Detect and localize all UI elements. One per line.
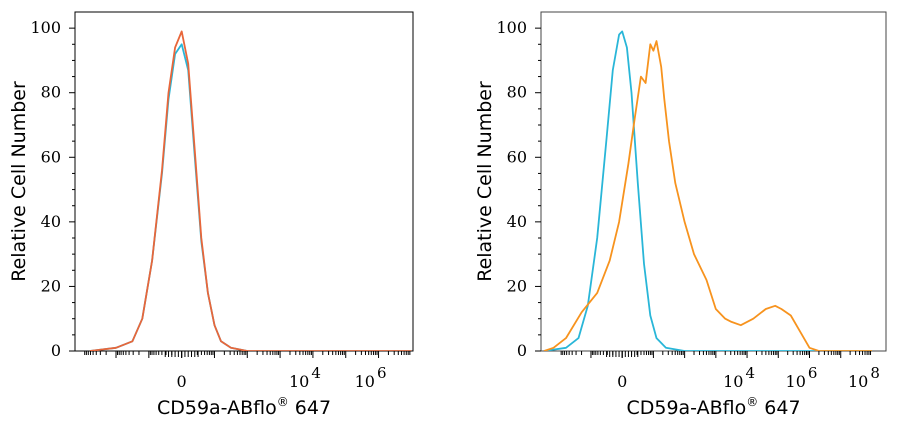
x-tick-exponent: 8 xyxy=(870,364,880,382)
x-axis-title: CD59a-ABflo® 647 xyxy=(626,395,800,419)
y-tick-label: 60 xyxy=(507,147,527,166)
x-axis-title-main: CD59a-ABflo xyxy=(626,397,746,419)
series-line-1 xyxy=(543,30,872,351)
y-tick-label: 60 xyxy=(41,147,61,166)
series-line-1 xyxy=(89,43,412,351)
y-tick-label: 100 xyxy=(30,18,61,37)
x-tick-label: 0 xyxy=(617,372,627,391)
y-tick-label: 40 xyxy=(41,212,61,231)
x-tick-exponent: 6 xyxy=(808,364,818,382)
y-tick-label: 40 xyxy=(507,212,527,231)
y-tick-label: 20 xyxy=(41,276,61,295)
series-line-2 xyxy=(543,40,872,351)
x-tick-label: 0 xyxy=(177,372,187,391)
y-tick-label: 20 xyxy=(507,276,527,295)
x-axis-title-registered: ® xyxy=(277,395,289,409)
x-tick-label: 10 6 xyxy=(355,364,387,391)
y-tick-label: 80 xyxy=(41,83,61,102)
x-axis-title-tail: 647 xyxy=(758,397,800,419)
x-tick-exponent: 6 xyxy=(377,364,387,382)
x-tick-label: 10 4 xyxy=(723,364,755,391)
x-tick-base: 10 xyxy=(289,372,309,391)
y-tick-label: 100 xyxy=(496,18,527,37)
series-line-2 xyxy=(89,30,412,351)
x-tick-label: 10 4 xyxy=(289,364,321,391)
x-tick-base: 10 xyxy=(848,372,868,391)
x-tick-label: 10 8 xyxy=(848,364,880,391)
x-axis-title-main: CD59a-ABflo xyxy=(157,397,277,419)
x-axis-title-tail: 647 xyxy=(289,397,331,419)
y-tick-label: 0 xyxy=(517,341,527,360)
x-tick-exponent: 4 xyxy=(311,364,321,382)
x-axis-title-registered: ® xyxy=(746,395,758,409)
y-tick-label: 0 xyxy=(51,341,61,360)
x-tick-base: 10 xyxy=(723,372,743,391)
x-axis-title: CD59a-ABflo® 647 xyxy=(157,395,331,419)
y-axis-title: Relative Cell Number xyxy=(474,81,496,282)
x-tick-base: 10 xyxy=(355,372,375,391)
x-tick-base: 10 xyxy=(786,372,806,391)
y-tick-label: 80 xyxy=(507,83,527,102)
plot-frame xyxy=(74,11,414,352)
y-axis-title: Relative Cell Number xyxy=(8,81,30,282)
x-tick-label: 10 6 xyxy=(786,364,818,391)
x-tick-exponent: 4 xyxy=(745,364,755,382)
